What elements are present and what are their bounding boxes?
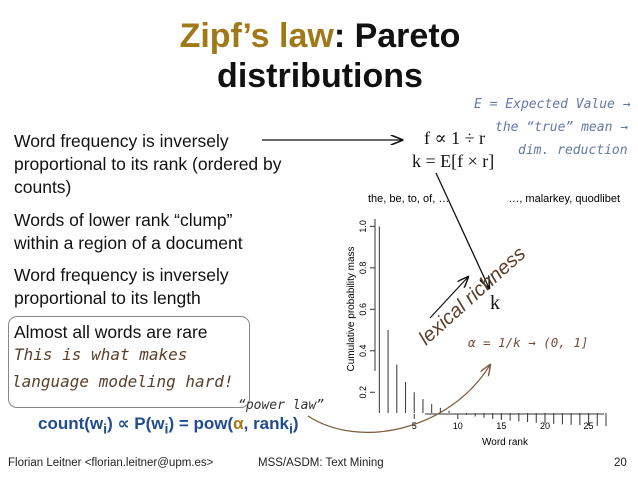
formula-sub3: i — [288, 421, 293, 438]
handwritten-note-hard-1: This is what makes — [14, 345, 188, 364]
arrow-to-k — [435, 172, 489, 288]
handwritten-expected-1: E = Expected Value → — [474, 97, 631, 112]
formula-count-part4: , rank — [243, 414, 289, 433]
handwritten-expected-2: the “true” mean → — [495, 120, 629, 135]
y-tick-label: 0.2 — [358, 386, 368, 399]
formula-count-part1: count(w — [38, 414, 104, 433]
title-rest: : Pareto distributions — [217, 17, 461, 95]
top-left-word-label: the, be, to, of, … — [368, 193, 449, 205]
y-tick-label: 0.6 — [358, 303, 368, 316]
zipf-chart: the, be, to, of, … …, malarkey, quodlibe… — [346, 193, 620, 448]
top-right-word-label: …, malarkey, quodlibet — [508, 193, 620, 205]
y-axis-label: Cumulative probability mass — [346, 246, 357, 371]
handwritten-expected-3: dim. reduction — [518, 143, 628, 158]
bullet-4: Almost all words are rare — [14, 322, 208, 342]
handwritten-note-hard-2: language modeling hard! — [12, 372, 234, 391]
slide-title: Zipf’s law: Pareto distributions — [100, 16, 540, 96]
formula-count-part3: ) = pow( — [168, 414, 234, 433]
x-tick-label: 15 — [496, 421, 506, 431]
handwritten-alpha-note: α = 1/k → (0, 1] — [468, 335, 589, 350]
x-tick-label: 20 — [540, 421, 550, 431]
handwritten-power-law: “power law” — [238, 398, 325, 413]
y-tick-label: 1.0 — [358, 220, 368, 233]
formula-count-pow: count(wi) ∝ P(wi) = pow(α, ranki) — [38, 414, 299, 437]
highlight-box — [8, 316, 250, 408]
footer-page-number: 20 — [614, 457, 627, 469]
footer-author: Florian Leitner <florian.leitner@upm.es> — [8, 457, 214, 469]
bullet-2: Words of lower rank “clump” within a reg… — [14, 210, 243, 253]
arrow-lexical — [429, 277, 468, 319]
formula-sub2: i — [164, 421, 169, 438]
x-tick-label: 10 — [453, 421, 463, 431]
bullet-1: Word frequency is inversely proportional… — [14, 131, 282, 197]
handwritten-lexical-richness: lexical richness — [415, 243, 530, 350]
arrow-power-law — [307, 365, 490, 433]
x-tick-label: 5 — [412, 421, 417, 431]
x-tick-label: 25 — [584, 421, 594, 431]
formula-sub1: i — [103, 421, 108, 438]
y-tick-label: 0.4 — [358, 345, 368, 358]
bullet-3: Word frequency is inversely proportional… — [14, 265, 229, 308]
title-highlight: Zipf’s law — [179, 17, 334, 55]
formula-k: k = E[f × r] — [412, 151, 495, 171]
formula-proportional: f ∝ 1 ÷ r — [424, 128, 486, 148]
y-tick-label: 0.8 — [358, 262, 368, 275]
footer-course: MSS/ASDM: Text Mining — [258, 457, 384, 469]
formula-count-part5: ) — [292, 414, 299, 433]
x-axis-label: Word rank — [482, 437, 529, 448]
k-label: k — [490, 292, 500, 314]
formula-alpha: α — [233, 414, 244, 433]
formula-count-part2: ) ∝ P(w — [107, 414, 165, 433]
